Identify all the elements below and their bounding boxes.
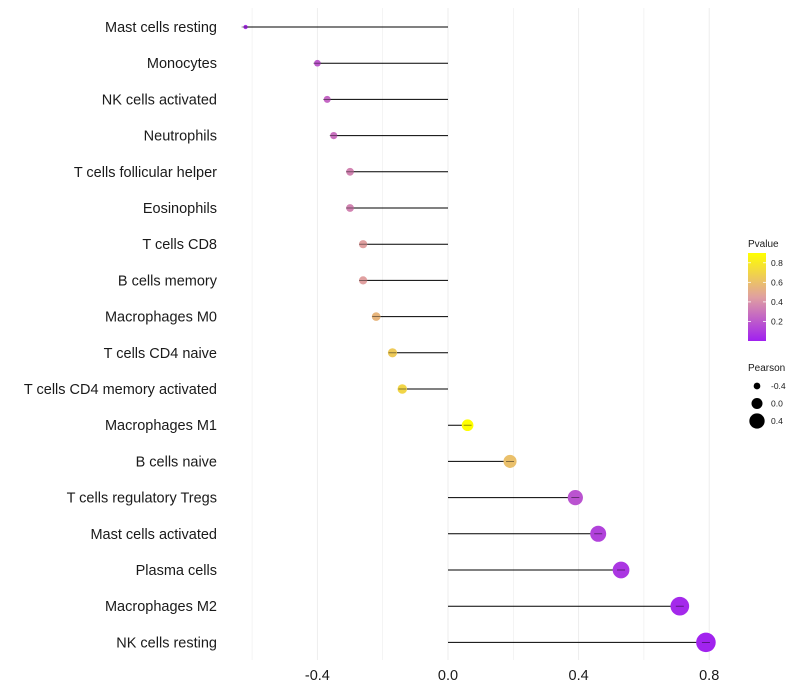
category-label-1: Monocytes <box>147 56 217 72</box>
category-label-11: Macrophages M1 <box>105 418 217 434</box>
category-label-15: Plasma cells <box>136 563 217 579</box>
category-label-17: NK cells resting <box>116 635 217 651</box>
category-label-2: NK cells activated <box>102 92 217 108</box>
category-label-0: Mast cells resting <box>105 20 217 36</box>
category-labels: Mast cells resting Monocytes NK cells acti… <box>24 20 218 651</box>
grid-layer <box>251 8 710 660</box>
size-key-label-2: 0.4 <box>771 416 783 426</box>
size-key-dot-1 <box>751 397 763 410</box>
category-label-14: Mast cells activated <box>90 527 217 543</box>
size-key-label-0: -0.4 <box>771 381 786 391</box>
category-label-12: B cells naive <box>136 454 217 470</box>
category-label-8: Macrophages M0 <box>105 310 217 326</box>
category-label-10: T cells CD4 memory activated <box>24 382 217 398</box>
x-tick-label-2: 0.4 <box>569 668 589 684</box>
x-tick-label-1: 0.0 <box>438 668 458 684</box>
pvalue-legend: Pvalue 0.8 0.6 0.4 0.2 <box>748 239 783 341</box>
cbar-tick-label-1: 0.6 <box>771 277 783 287</box>
cbar-tick-label-3: 0.2 <box>771 316 783 326</box>
size-key-label-1: 0.0 <box>771 399 783 409</box>
category-label-13: T cells regulatory Tregs <box>67 491 217 507</box>
pvalue-colorbar <box>748 253 766 341</box>
x-tick-label-0: -0.4 <box>305 668 330 684</box>
size-key-dot-0 <box>753 382 761 390</box>
x-tick-labels: -0.4 0.0 0.4 0.8 <box>305 668 719 684</box>
cbar-tick-label-2: 0.4 <box>771 297 783 307</box>
category-label-7: B cells memory <box>118 273 218 289</box>
category-label-5: Eosinophils <box>143 201 217 217</box>
category-label-3: Neutrophils <box>144 129 217 145</box>
stems-layer <box>245 26 706 643</box>
category-label-16: Macrophages M2 <box>105 599 217 615</box>
pearson-legend: Pearson -0.4 0.0 0.4 <box>748 363 786 429</box>
category-label-6: T cells CD8 <box>142 237 217 253</box>
x-tick-label-3: 0.8 <box>699 668 719 684</box>
pearson-legend-title: Pearson <box>748 363 785 374</box>
points-layer <box>241 24 716 653</box>
pvalue-legend-title: Pvalue <box>748 239 779 250</box>
category-label-4: T cells follicular helper <box>74 165 217 181</box>
category-label-9: T cells CD4 naive <box>104 346 217 362</box>
size-key-dot-2 <box>749 413 765 429</box>
cbar-tick-label-0: 0.8 <box>771 258 783 268</box>
